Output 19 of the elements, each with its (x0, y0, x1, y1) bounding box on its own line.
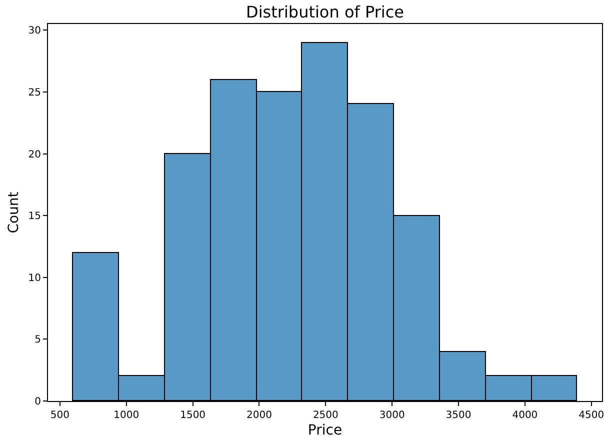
chart-title: Distribution of Price (246, 2, 404, 22)
x-tick-label: 1500 (180, 410, 206, 421)
y-tick-label: 0 (34, 396, 41, 408)
x-tick-label: 3500 (446, 410, 472, 421)
x-tick-label: 2500 (312, 410, 338, 421)
y-tick-label: 5 (34, 334, 41, 346)
y-axis-title: Count (6, 191, 22, 234)
y-tick-label: 20 (28, 149, 41, 160)
x-tick-label: 3000 (379, 410, 405, 421)
x-axis-title: Price (308, 422, 342, 438)
x-tick-label: 4500 (578, 410, 604, 421)
y-tick-label: 15 (28, 211, 41, 222)
x-tick-label: 2000 (246, 410, 272, 421)
y-tick-label: 10 (28, 272, 41, 284)
x-tick-label: 500 (50, 410, 70, 421)
y-tick-label: 25 (28, 87, 41, 98)
x-tick-label: 1000 (114, 410, 140, 421)
y-tick-label: 30 (28, 26, 41, 37)
x-tick-label: 4000 (512, 410, 538, 421)
